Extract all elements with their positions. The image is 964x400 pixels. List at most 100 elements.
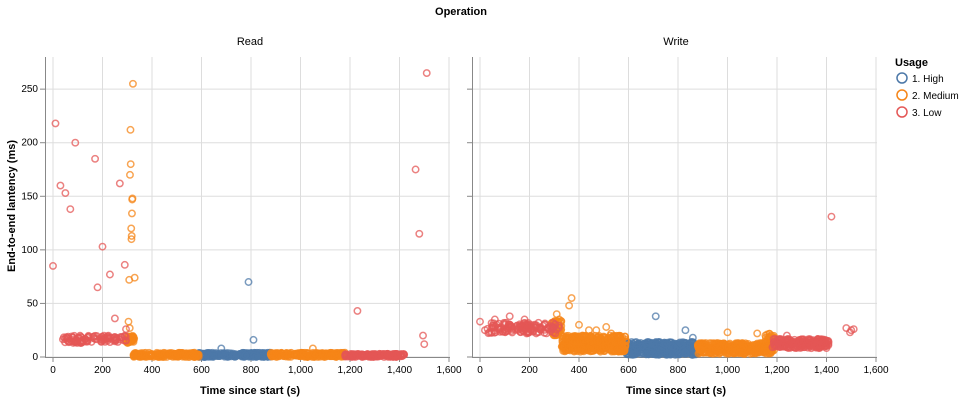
data-point	[68, 333, 77, 342]
data-point	[481, 326, 489, 335]
data-point	[168, 352, 177, 361]
x-tick-label: 1,400	[387, 365, 412, 376]
data-point	[353, 306, 362, 315]
data-point	[126, 170, 134, 179]
x-tick-label: 400	[571, 365, 588, 376]
data-point	[399, 350, 408, 359]
data-point	[126, 125, 135, 134]
data-point	[419, 331, 427, 340]
data-point	[128, 209, 136, 218]
data-point	[244, 278, 253, 286]
data-point	[601, 342, 610, 351]
x-tick-label: 600	[193, 365, 210, 376]
data-point	[76, 332, 85, 341]
data-point	[100, 334, 109, 343]
data-point	[519, 324, 528, 333]
data-point	[633, 345, 642, 354]
data-point	[703, 345, 712, 354]
data-point	[688, 333, 697, 342]
x-tick-label: 400	[144, 365, 161, 376]
data-point	[753, 329, 762, 338]
data-point	[642, 350, 650, 359]
x-tick-label: 1,400	[814, 365, 839, 376]
data-point	[621, 341, 630, 350]
data-point	[308, 344, 317, 353]
data-point	[49, 261, 57, 270]
data-point	[223, 349, 232, 358]
data-point	[110, 314, 119, 323]
chart-title: Operation	[435, 6, 487, 18]
data-point	[508, 325, 517, 333]
facet-title-write: Write	[663, 36, 688, 48]
facet-panel-read: 0 200 400 600 800 1,000 1,200 1,400 1,600 0 50 100 1…	[21, 57, 462, 376]
x-tick-label: 600	[620, 365, 637, 376]
data-point	[554, 321, 563, 330]
data-point	[415, 229, 424, 238]
data-point	[699, 339, 708, 348]
data-point	[152, 350, 161, 359]
data-point	[782, 331, 791, 340]
data-point	[655, 340, 664, 349]
y-tick-label: 50	[27, 298, 39, 309]
data-point	[585, 345, 594, 354]
x-tick-label: 1,000	[288, 365, 313, 376]
data-point	[763, 330, 772, 339]
data-point	[681, 326, 690, 335]
y-tick-label: 100	[21, 245, 38, 256]
data-point	[101, 337, 109, 346]
series-high	[195, 278, 275, 361]
data-point	[584, 326, 593, 335]
data-point	[252, 353, 261, 361]
data-point	[188, 350, 197, 359]
data-point	[130, 273, 139, 282]
data-point	[272, 353, 281, 361]
data-point	[663, 349, 672, 358]
x-axis-title-read: Time since start (s)	[200, 385, 300, 397]
legend-symbol-high	[896, 72, 908, 84]
data-point	[118, 333, 127, 342]
x-tick-label: 1,200	[764, 365, 789, 376]
data-point	[651, 312, 660, 321]
data-point	[681, 348, 690, 357]
data-point	[257, 352, 266, 361]
data-point	[614, 332, 623, 341]
data-point	[56, 181, 65, 190]
data-point	[505, 312, 514, 321]
data-point	[358, 351, 366, 360]
data-point	[125, 324, 134, 333]
data-point	[127, 231, 136, 240]
data-point	[540, 320, 549, 329]
data-point	[668, 342, 677, 351]
legend-title: Usage	[895, 57, 928, 69]
data-point	[66, 205, 75, 214]
data-point	[124, 317, 133, 326]
x-tick-label: 800	[243, 365, 260, 376]
data-point	[735, 348, 744, 357]
data-point	[160, 350, 169, 359]
x-tick-label: 1,000	[715, 365, 740, 376]
x-tick-label: 0	[477, 365, 483, 376]
data-point	[128, 194, 137, 203]
data-point	[217, 344, 226, 353]
data-point	[820, 338, 828, 346]
x-tick-label: 1,600	[436, 365, 461, 376]
data-point	[723, 328, 732, 337]
y-axis-title: End-to-end lantency (ms)	[6, 140, 18, 272]
legend-label-low: 3. Low	[912, 108, 942, 119]
data-point	[51, 119, 60, 128]
data-point	[687, 338, 696, 347]
data-point	[71, 138, 80, 147]
legend-label-medium: 2. Medium	[912, 91, 959, 102]
data-point	[558, 342, 567, 351]
x-tick-label: 800	[670, 365, 687, 376]
data-point	[614, 345, 623, 354]
data-point	[725, 339, 734, 348]
data-point	[122, 325, 130, 334]
data-point	[592, 326, 601, 335]
data-point	[420, 340, 429, 349]
x-tick-label: 200	[521, 365, 538, 376]
data-point	[127, 224, 136, 233]
data-point	[661, 340, 670, 349]
data-point	[98, 242, 107, 251]
